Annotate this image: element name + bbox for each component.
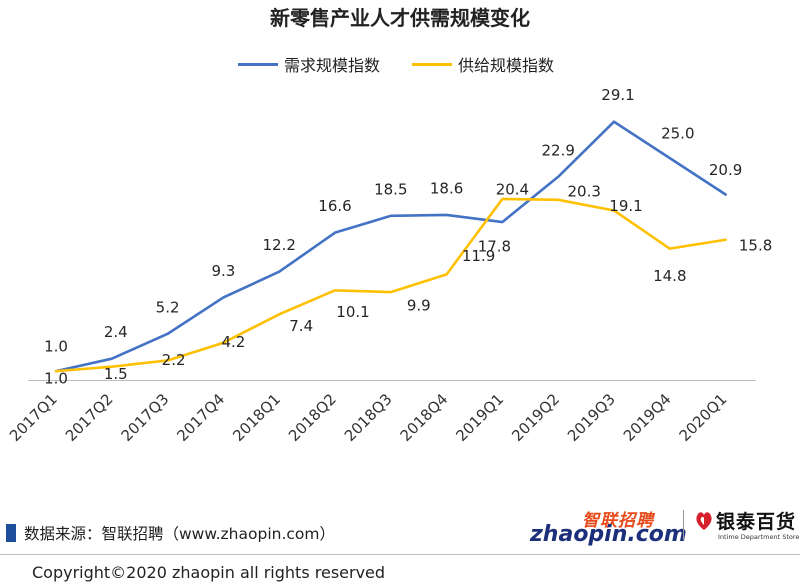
supply-data-label: 11.9 — [462, 247, 495, 265]
x-tick-label: 2017Q4 — [173, 390, 228, 445]
demand-data-label: 5.2 — [156, 298, 180, 316]
x-tick-label: 2018Q4 — [397, 390, 452, 445]
supply-data-label: 15.8 — [739, 236, 772, 254]
demand-data-label: 29.1 — [601, 86, 634, 104]
source-text: 数据来源：智联招聘（www.zhaopin.com） — [24, 525, 335, 543]
supply-data-label: 1.5 — [104, 365, 128, 383]
x-tick-label: 2018Q3 — [341, 390, 396, 445]
legend-label-supply: 供给规模指数 — [458, 56, 555, 75]
x-tick-label: 2018Q1 — [229, 390, 284, 445]
supply-data-label: 2.2 — [162, 351, 186, 369]
supply-data-label: 10.1 — [336, 303, 369, 321]
supply-series-line — [54, 197, 727, 373]
yintai-mark-icon — [696, 512, 712, 530]
legend-swatch-demand — [238, 62, 278, 66]
demand-data-label: 18.5 — [374, 180, 407, 198]
demand-data-label: 12.2 — [262, 236, 295, 254]
source-marker — [6, 524, 16, 542]
x-tick-label: 2019Q2 — [508, 390, 563, 445]
supply-data-label: 19.1 — [609, 197, 642, 215]
chart-legend: 需求规模指数 供给规模指数 — [0, 52, 800, 78]
zhaopin-logo-cn: 智联招聘 — [582, 511, 654, 531]
supply-data-label: 14.8 — [653, 267, 686, 285]
x-tick-label: 2018Q2 — [285, 390, 340, 445]
zhaopin-logo-en: zhaopin.com — [530, 522, 687, 547]
demand-data-label: 1.0 — [44, 338, 68, 356]
demand-series-line — [54, 120, 727, 373]
yintai-logo-en: Intime Department Store — [718, 533, 800, 541]
chart-title: 新零售产业人才供需规模变化 — [270, 6, 530, 30]
supply-data-label: 20.3 — [567, 182, 600, 200]
supply-data-label: 20.4 — [496, 180, 529, 198]
footer-divider — [0, 554, 800, 555]
yintai-logo-cn: 银泰百货 — [716, 511, 797, 533]
legend-item-supply: 供给规模指数 — [412, 52, 554, 76]
demand-data-label: 18.6 — [430, 179, 463, 197]
legend-item-demand: 需求规模指数 — [238, 52, 380, 76]
demand-data-label: 25.0 — [661, 125, 694, 143]
x-tick-label: 2019Q3 — [564, 390, 619, 445]
zhaopin-logo: 智联招聘 zhaopin.com — [530, 506, 687, 550]
demand-data-label: 16.6 — [318, 197, 351, 215]
line-chart: 2017Q1 2017Q2 2017Q3 2017Q4 2018Q1 2018Q2 2018… — [6, 86, 772, 445]
demand-data-label: 20.9 — [709, 161, 742, 179]
x-tick-label: 2019Q4 — [620, 390, 675, 445]
logo-divider — [683, 510, 684, 540]
x-tick-label: 2020Q1 — [676, 390, 731, 445]
x-tick-label: 2019Q1 — [452, 390, 507, 445]
supply-data-label: 4.2 — [221, 333, 245, 351]
legend-label-demand: 需求规模指数 — [284, 56, 381, 75]
x-tick-label: 2017Q3 — [118, 390, 173, 445]
supply-data-label: 7.4 — [289, 317, 313, 335]
supply-data-label: 1.0 — [44, 370, 68, 388]
supply-data-label: 9.9 — [407, 297, 431, 315]
demand-data-label: 2.4 — [104, 323, 128, 341]
copyright-text: Copyright©2020 zhaopin all rights reserv… — [32, 563, 386, 582]
demand-data-label: 17.8 — [478, 238, 511, 256]
demand-data-label: 9.3 — [211, 262, 235, 280]
yintai-logo: 银泰百货 Intime Department Store — [694, 505, 800, 549]
demand-data-label: 22.9 — [541, 141, 574, 159]
legend-swatch-supply — [412, 62, 452, 66]
x-tick-label: 2017Q1 — [6, 390, 61, 445]
x-tick-label: 2017Q2 — [62, 390, 117, 445]
